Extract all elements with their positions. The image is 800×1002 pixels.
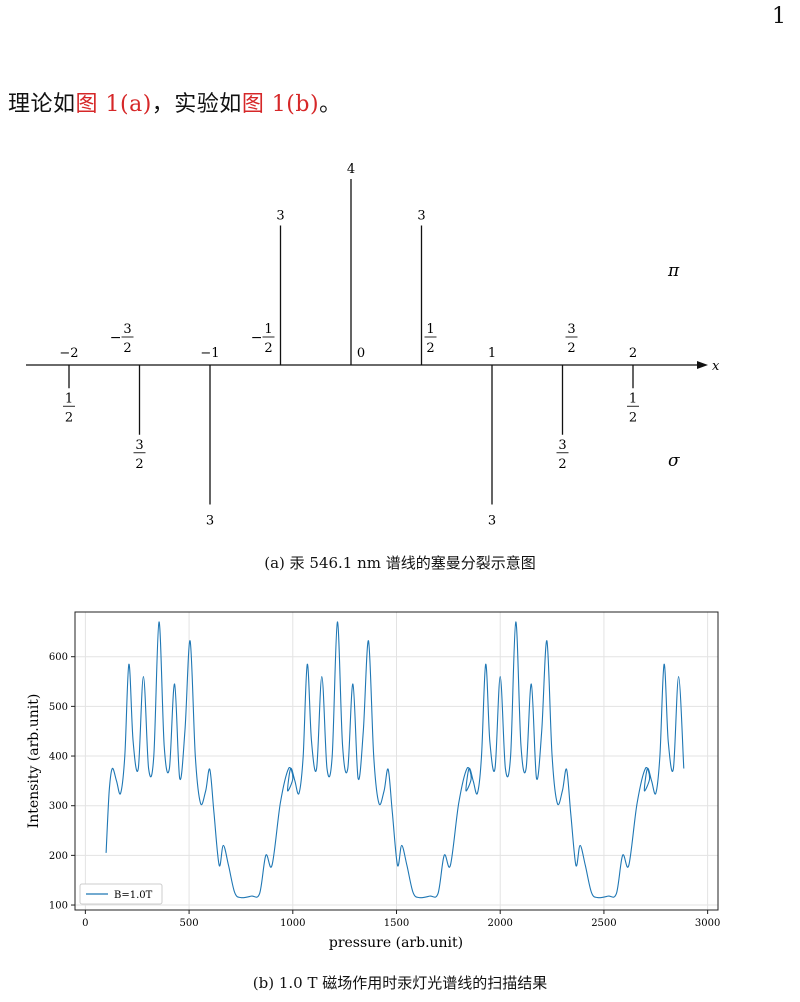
sigma-value-4-num: 3 — [558, 438, 566, 453]
intro-text-2: ，实验如 — [151, 92, 242, 117]
y-tick-label-5: 600 — [49, 652, 68, 663]
y-tick-label-3: 400 — [49, 752, 68, 763]
pi-label: π — [667, 261, 680, 281]
tick-label-1-sign: − — [110, 330, 122, 346]
legend-box — [79, 883, 163, 905]
figure-b-caption: (b) 1.0 T 磁场作用时汞灯光谱线的扫描结果 — [252, 974, 548, 992]
sigma-label: σ — [668, 451, 680, 471]
tick-label-5-den: 2 — [426, 341, 434, 356]
y-tick-label-1: 200 — [49, 851, 68, 862]
intro-text-3: 。 — [319, 92, 342, 117]
tick-label-5-num: 1 — [426, 322, 434, 337]
tick-label-1-den: 2 — [123, 341, 131, 356]
x-axis-label: x — [712, 359, 720, 374]
x-axis-arrow — [697, 361, 708, 369]
sigma-value-1-den: 2 — [135, 457, 143, 472]
y-tick-label-2: 300 — [49, 801, 68, 812]
pi-value-0: 3 — [276, 209, 284, 224]
figure-a-caption: (a) 汞 546.1 nm 谱线的塞曼分裂示意图 — [264, 554, 536, 572]
sigma-value-0-den: 2 — [65, 410, 73, 425]
sigma-value-2: 3 — [206, 514, 214, 529]
tick-label-2: −1 — [200, 346, 219, 361]
legend: B=1.0T — [79, 883, 163, 905]
tick-label-1-num: 3 — [123, 322, 131, 337]
intro-sentence: 理论如图 1(a)，实验如图 1(b)。 — [8, 86, 342, 118]
sigma-value-1-num: 3 — [135, 438, 143, 453]
x-tick-label-6: 3000 — [695, 918, 720, 929]
sigma-value-5: 12 — [627, 391, 639, 425]
y-axis-label: Intensity (arb.unit) — [26, 694, 42, 829]
intro-text-1: 理论如 — [8, 92, 76, 117]
x-tick-label-3: 1500 — [384, 918, 409, 929]
sigma-value-1: 32 — [133, 438, 146, 472]
tick-label-8: 2 — [629, 346, 637, 361]
sigma-value-4: 32 — [556, 438, 569, 472]
diagram-axis: x — [26, 359, 720, 374]
sigma-value-0-num: 1 — [65, 391, 73, 406]
legend-label: B=1.0T — [114, 890, 153, 901]
x-axis-label: pressure (arb.unit) — [329, 935, 463, 951]
tick-label-4: 0 — [357, 346, 365, 361]
figure-ref-b[interactable]: 图 1(b) — [241, 92, 320, 117]
scan-chart: 0 500 1000 1500 2000 2500 3000 100 200 300 400 500 6… — [26, 611, 720, 951]
tick-label-5: 12 — [424, 322, 437, 356]
x-tick-label-0: 0 — [82, 918, 88, 929]
tick-label-0: −2 — [59, 346, 78, 361]
tick-label-3-sign: − — [251, 330, 263, 346]
y-tick-label-0: 100 — [49, 901, 68, 912]
sigma-value-5-den: 2 — [629, 410, 637, 425]
sigma-value-0: 12 — [63, 391, 75, 425]
x-tick-label-4: 2000 — [487, 918, 512, 929]
y-tick-label-4: 500 — [49, 702, 68, 713]
series-line-0 — [105, 621, 685, 899]
sigma-value-4-den: 2 — [558, 457, 566, 472]
tick-label-3-den: 2 — [264, 341, 272, 356]
x-tick-label-2: 1000 — [280, 918, 305, 929]
tick-label-7: 32 — [565, 322, 578, 356]
tick-label-1: −3 2 — [110, 322, 134, 356]
x-tick-label-1: 500 — [180, 918, 199, 929]
tick-label-6: 1 — [488, 346, 496, 361]
tick-label-3: −1 2 — [251, 322, 275, 356]
figure-ref-a[interactable]: 图 1(a) — [75, 92, 152, 117]
sigma-value-3: 3 — [488, 514, 496, 529]
tick-label-7-den: 2 — [567, 341, 575, 356]
x-tick-label-5: 2500 — [591, 918, 616, 929]
tick-label-3-num: 1 — [264, 322, 272, 337]
tick-label-7-num: 3 — [567, 322, 575, 337]
pi-value-2: 3 — [417, 209, 425, 224]
sigma-value-5-num: 1 — [629, 391, 637, 406]
pi-value-1: 4 — [347, 162, 355, 177]
page-number: 1 — [772, 4, 786, 29]
